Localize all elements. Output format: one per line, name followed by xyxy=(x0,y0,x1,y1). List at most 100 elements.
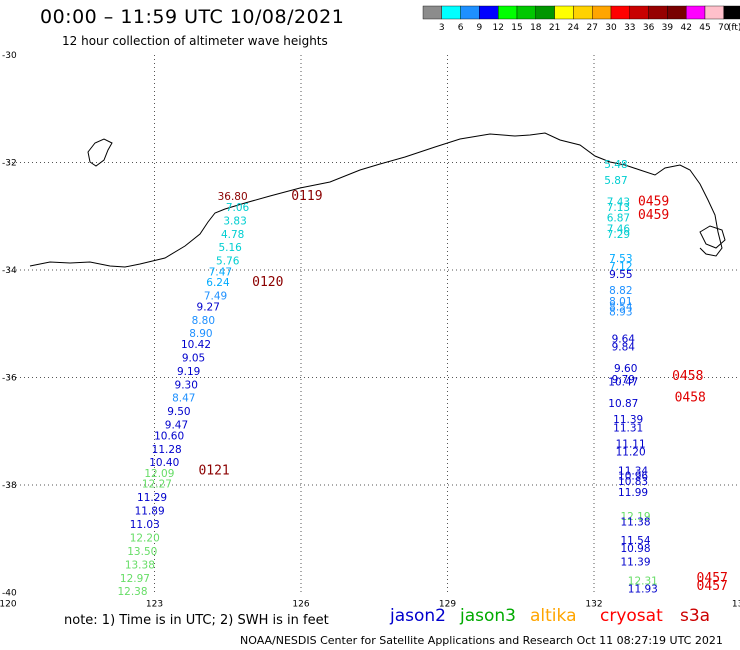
footnote: note: 1) Time is in UTC; 2) SWH is in fe… xyxy=(64,613,329,628)
colorbar-swatch xyxy=(704,5,724,20)
colorbar-tick-label: 24 xyxy=(568,23,580,33)
wave-height-value: 7.43 xyxy=(607,197,630,209)
colorbar-swatch xyxy=(554,5,574,20)
wave-height-value: 12.20 xyxy=(130,532,160,544)
pass-time-label: 0457 xyxy=(697,571,728,586)
coastline xyxy=(29,132,726,268)
colorbar-tick-label: 70 xyxy=(718,23,730,33)
wave-height-value: 10.60 xyxy=(154,430,184,442)
wave-height-value: 8.82 xyxy=(609,285,632,297)
wave-height-value: 4.78 xyxy=(221,229,244,241)
wave-height-value: 9.19 xyxy=(177,366,200,378)
wave-height-value: 9.64 xyxy=(612,334,636,346)
colorbar-swatch xyxy=(441,5,461,20)
colorbar-swatch xyxy=(516,5,536,20)
wave-height-value: 12.38 xyxy=(117,586,147,598)
colorbar-swatch xyxy=(648,5,668,20)
wave-height-value: 11.99 xyxy=(618,487,648,499)
colorbar-tick-label: 21 xyxy=(549,23,560,33)
colorbar-tick-label: 6 xyxy=(458,23,464,33)
wave-height-value: 9.27 xyxy=(197,301,220,313)
wave-height-value: 11.93 xyxy=(628,584,658,596)
legend-entry-s3a: s3a xyxy=(680,606,711,626)
wave-height-value: 12.19 xyxy=(620,511,650,523)
wave-height-value: 11.34 xyxy=(618,465,648,477)
wave-height-value: 10.42 xyxy=(181,339,211,351)
wave-height-value: 12.27 xyxy=(142,479,172,491)
longitude-tick-label: 123 xyxy=(146,600,163,610)
wave-height-value: 7.13 xyxy=(607,202,630,214)
wave-height-value: 11.20 xyxy=(616,446,646,458)
colorbar-tick-label: 33 xyxy=(624,23,635,33)
colorbar-unit: (ft) xyxy=(728,23,740,33)
colorbar-tick-label: 15 xyxy=(511,23,522,33)
wave-height-value: 11.03 xyxy=(130,519,160,531)
coast-island-east xyxy=(699,225,726,249)
wave-height-value: 11.39 xyxy=(613,414,643,426)
colorbar-tick-label: 36 xyxy=(643,23,655,33)
wave-height-value: 3.83 xyxy=(223,215,246,227)
wave-height-value: 7.47 xyxy=(209,266,232,278)
coast-island-west xyxy=(87,138,113,167)
wave-height-value: 5.76 xyxy=(216,256,240,268)
wave-height-value: 8.54 xyxy=(609,301,633,313)
longitude-tick-label: 120 xyxy=(0,600,17,610)
colorbar-swatch xyxy=(479,5,499,20)
latitude-tick-label: -38 xyxy=(2,481,17,491)
latitude-tick-label: -36 xyxy=(2,374,17,384)
wave-height-value: 11.28 xyxy=(152,444,182,456)
wave-height-value: 5.87 xyxy=(604,175,627,187)
wave-height-value: 8.90 xyxy=(189,328,212,340)
wave-height-value: 10.83 xyxy=(618,476,648,488)
wave-height-value: 13.38 xyxy=(125,559,155,571)
colorbar-swatch xyxy=(723,5,740,20)
wave-height-value: 7.49 xyxy=(204,291,227,303)
wave-height-value: 8.01 xyxy=(609,296,632,308)
colorbar-swatch xyxy=(422,5,442,20)
chart-title: 00:00 – 11:59 UTC 10/08/2021 xyxy=(40,6,345,28)
wave-height-value: 8.47 xyxy=(172,393,195,405)
pass-time-label: 0119 xyxy=(291,189,322,204)
wave-height-value: 10.96 xyxy=(618,471,648,483)
pass-time-label: 0457 xyxy=(697,579,728,594)
wave-height-value: 7.06 xyxy=(226,202,250,214)
wave-height-value: 5.48 xyxy=(604,159,627,171)
wave-height-value: 12.09 xyxy=(144,468,174,480)
pass-time-label: 0458 xyxy=(675,391,706,406)
wave-height-value: 36.80 xyxy=(218,191,248,203)
wave-height-value: 11.31 xyxy=(613,422,643,434)
wave-height-value: 9.55 xyxy=(609,269,632,281)
wave-height-value: 10.47 xyxy=(608,377,638,389)
wave-height-value: 7.46 xyxy=(607,223,631,235)
wave-height-value: 13.50 xyxy=(127,546,157,558)
legend-entry-cryosat: cryosat xyxy=(600,606,663,626)
wave-height-value: 9.05 xyxy=(182,352,205,364)
colorbar-tick-label: 18 xyxy=(530,23,542,33)
colorbar-swatch xyxy=(686,5,706,20)
wave-height-value: 9.50 xyxy=(167,406,190,418)
longitude-tick-label: 126 xyxy=(292,600,309,610)
australia-south-coast xyxy=(29,132,723,268)
latitude-tick-label: -34 xyxy=(2,266,17,276)
colorbar-swatch xyxy=(460,5,480,20)
wave-height-value: 7.12 xyxy=(609,261,632,273)
wave-height-value: 12.31 xyxy=(628,575,658,587)
chart-subtitle: 12 hour collection of altimeter wave hei… xyxy=(62,34,328,48)
wave-height-value: 6.87 xyxy=(607,213,630,225)
track-labels: 36.807.063.83 4.785.16 5.767.476.24 7.499.2… xyxy=(117,159,657,598)
wave-height-value: 9.60 xyxy=(614,363,637,375)
longitude-tick-label: 132 xyxy=(585,600,602,610)
colorbar-tick-label: 45 xyxy=(699,23,710,33)
wave-height-value: 11.39 xyxy=(620,557,650,569)
wave-height-value: 10.87 xyxy=(608,398,638,410)
wave-height-value: 9.47 xyxy=(165,420,188,432)
latitude-tick-label: -40 xyxy=(2,589,17,599)
colorbar-tick-label: 3 xyxy=(439,23,445,33)
colorbar-tick-label: 27 xyxy=(586,23,597,33)
legend-entry-jason2: jason2 xyxy=(390,606,446,626)
wave-height-value: 10.40 xyxy=(149,457,179,469)
latitude-tick-label: -32 xyxy=(2,159,17,169)
